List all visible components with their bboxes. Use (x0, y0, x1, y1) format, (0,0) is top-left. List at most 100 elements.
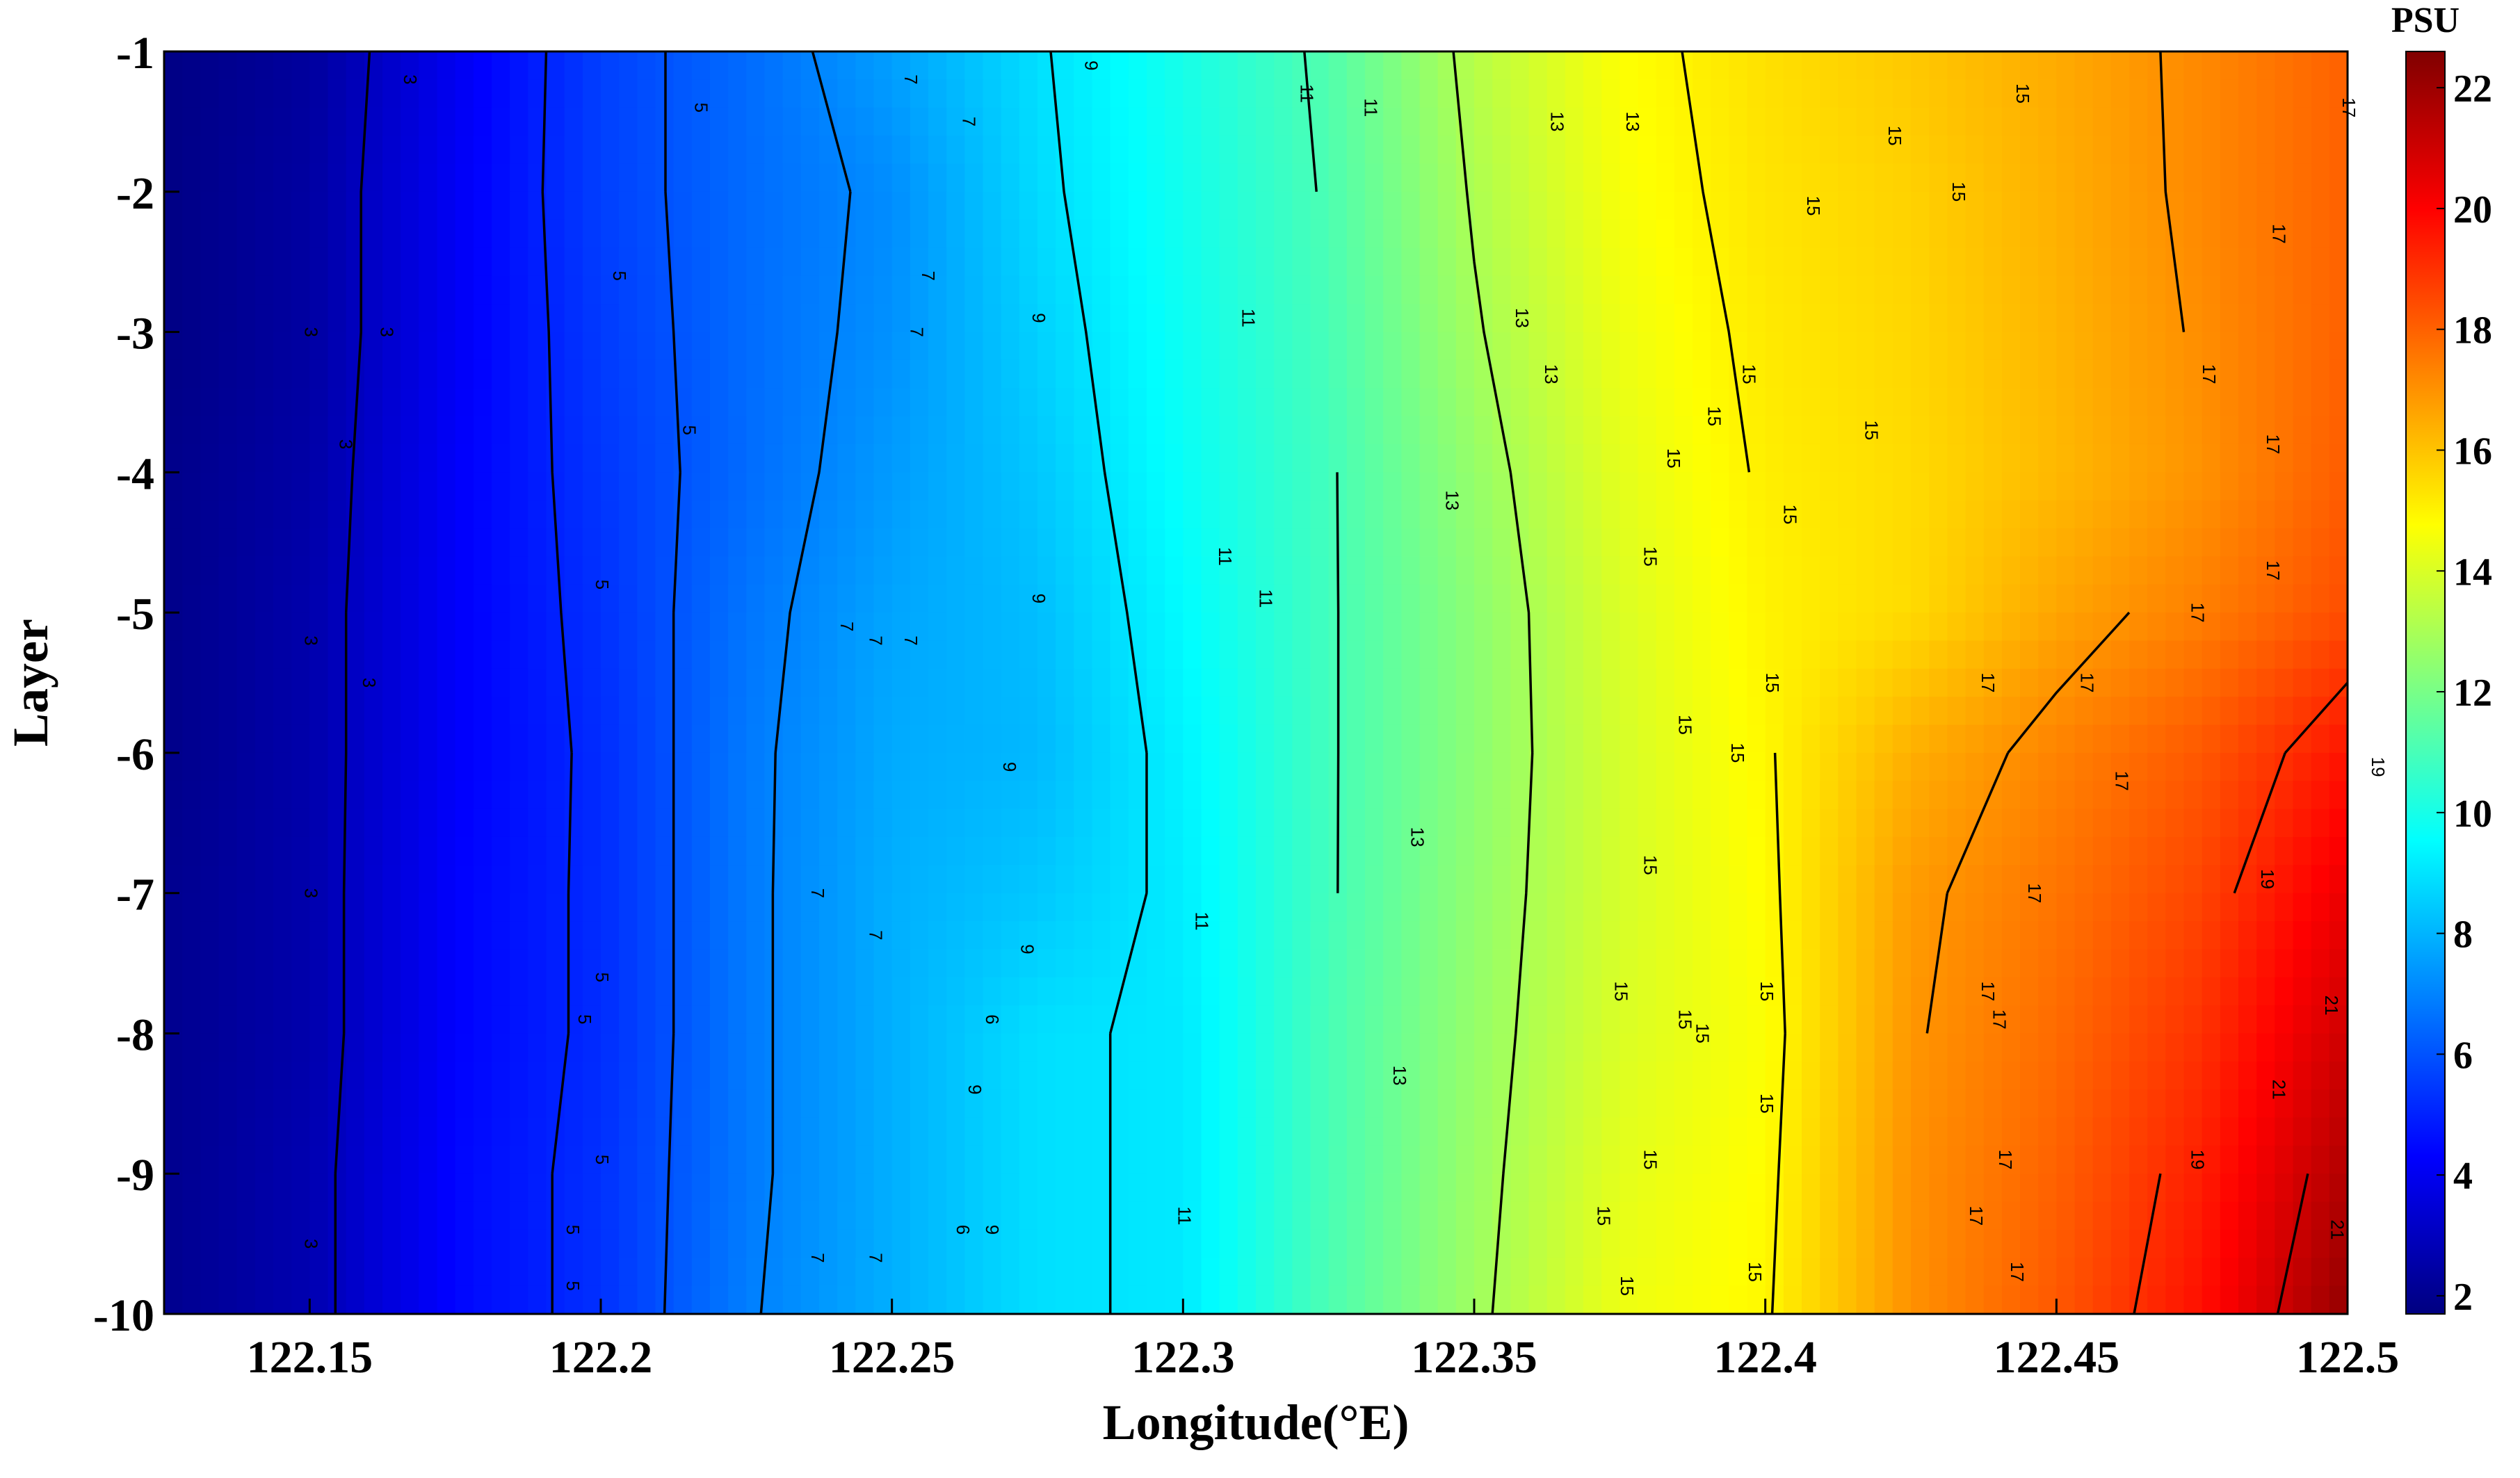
heatmap-cell (1165, 1201, 1184, 1231)
heatmap-cell (1274, 1061, 1293, 1090)
heatmap-cell (946, 359, 966, 389)
heatmap-cell (1365, 949, 1384, 978)
heatmap-cell (2329, 781, 2348, 810)
heatmap-cell (1310, 640, 1330, 669)
heatmap-cell (1165, 275, 1184, 304)
heatmap-cell (1892, 388, 1912, 417)
heatmap-cell (637, 359, 656, 389)
heatmap-cell (837, 51, 857, 81)
heatmap-cell (1783, 836, 1802, 866)
heatmap-cell (1546, 697, 1566, 726)
heatmap-cell (1383, 472, 1403, 501)
heatmap-cell (1201, 556, 1220, 585)
heatmap-cell (2110, 247, 2130, 277)
heatmap-cell (1201, 752, 1220, 782)
heatmap-cell (1201, 1174, 1220, 1203)
heatmap-cell (255, 865, 274, 894)
heatmap-cell (255, 949, 274, 978)
heatmap-cell (1711, 865, 1730, 894)
heatmap-cell (891, 332, 911, 361)
heatmap-cell (1346, 1033, 1366, 1062)
heatmap-cell (1147, 865, 1165, 894)
heatmap-cell (2074, 79, 2094, 108)
heatmap-cell (1437, 697, 1457, 726)
heatmap-cell (1219, 388, 1238, 417)
heatmap-cell (1437, 1033, 1457, 1062)
heatmap-cell (637, 1005, 656, 1034)
heatmap-cell (1419, 921, 1439, 950)
heatmap-cell (1729, 1033, 1748, 1062)
heatmap-cell (928, 584, 947, 613)
heatmap-cell (528, 528, 547, 558)
heatmap-cell (1328, 1033, 1348, 1062)
heatmap-cell (1747, 640, 1766, 669)
heatmap-cell (2165, 921, 2185, 950)
heatmap-cell (1074, 724, 1093, 754)
heatmap-cell (2001, 163, 2021, 193)
heatmap-cell (2256, 1117, 2276, 1146)
heatmap-cell (2256, 1089, 2276, 1119)
heatmap-cell (1693, 275, 1711, 304)
heatmap-cell (1383, 781, 1403, 810)
heatmap-cell (164, 1174, 183, 1203)
heatmap-cell (1346, 500, 1366, 529)
heatmap-cell (2220, 136, 2239, 165)
heatmap-cell (1237, 444, 1257, 473)
heatmap-cell (1474, 416, 1493, 445)
heatmap-cell (873, 416, 893, 445)
heatmap-cell (1383, 1201, 1403, 1231)
heatmap-cell (1802, 191, 1820, 220)
heatmap-cell (492, 1201, 510, 1231)
heatmap-cell (2165, 51, 2185, 81)
heatmap-cell (1638, 500, 1657, 529)
heatmap-cell (910, 332, 929, 361)
heatmap-cell (437, 949, 456, 978)
heatmap-cell (2020, 752, 2039, 782)
heatmap-cell (473, 893, 492, 922)
heatmap-cell (746, 136, 766, 165)
heatmap-cell (1947, 332, 1966, 361)
heatmap-cell (492, 1145, 510, 1175)
heatmap-cell (510, 921, 529, 950)
heatmap-cell (1037, 1089, 1056, 1119)
heatmap-cell (1237, 472, 1257, 501)
heatmap-cell (637, 949, 656, 978)
heatmap-cell (2110, 359, 2130, 389)
heatmap-cell (473, 191, 492, 220)
heatmap-cell (510, 359, 529, 389)
heatmap-cell (2329, 893, 2348, 922)
heatmap-cell (2092, 332, 2112, 361)
heatmap-cell (2038, 1033, 2058, 1062)
heatmap-cell (182, 752, 202, 782)
heatmap-cell (182, 893, 202, 922)
heatmap-cell (1074, 668, 1093, 697)
heatmap-cell (1729, 275, 1748, 304)
heatmap-cell (1001, 865, 1020, 894)
heatmap-cell (891, 1061, 911, 1090)
heatmap-cell (1092, 809, 1111, 838)
heatmap-cell (492, 107, 510, 136)
heatmap-cell (1383, 359, 1403, 389)
heatmap-cell (1165, 1061, 1184, 1090)
heatmap-cell (309, 809, 329, 838)
heatmap-cell (273, 1005, 292, 1034)
heatmap-cell (2020, 107, 2039, 136)
heatmap-cell (2293, 668, 2312, 697)
heatmap-cell (1274, 416, 1293, 445)
heatmap-cell (1783, 275, 1802, 304)
heatmap-cell (1783, 500, 1802, 529)
heatmap-cell (1110, 752, 1129, 782)
heatmap-cell (2329, 163, 2348, 193)
heatmap-cell (200, 668, 220, 697)
heatmap-cell (928, 416, 947, 445)
heatmap-cell (1256, 865, 1275, 894)
heatmap-cell (437, 472, 456, 501)
heatmap-cell (746, 612, 766, 642)
heatmap-cell (1183, 444, 1202, 473)
heatmap-cell (2329, 332, 2348, 361)
heatmap-cell (1528, 921, 1548, 950)
heatmap-cell (1892, 444, 1912, 473)
heatmap-cell (2092, 191, 2112, 220)
heatmap-cell (2129, 1089, 2148, 1119)
heatmap-cell (1838, 1089, 1857, 1119)
